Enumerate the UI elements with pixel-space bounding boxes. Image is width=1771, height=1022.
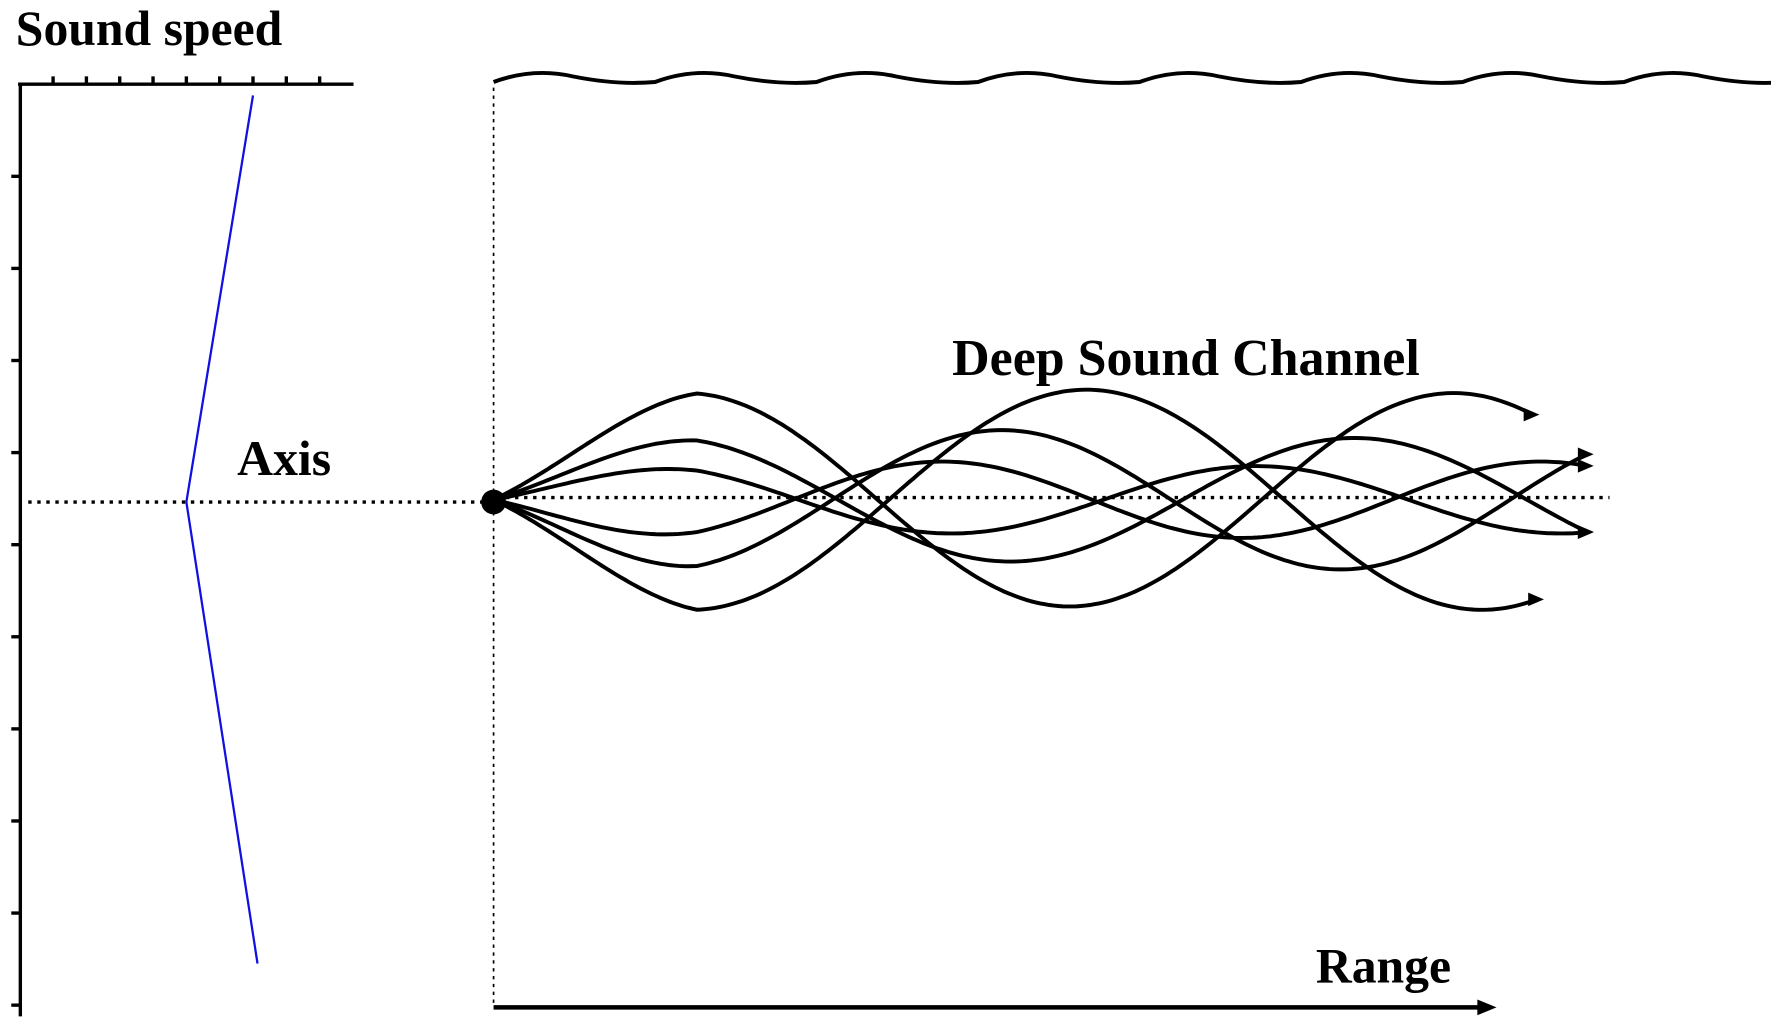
ray-arrowhead [1523,407,1540,422]
channel-label: Deep Sound Channel [952,330,1420,387]
ray [492,387,1538,612]
axis-label: Axis [237,431,331,486]
ray-arrowhead [1577,447,1594,462]
sea-surface [492,70,1771,85]
speed-profile [185,95,259,964]
speed-axes [11,76,354,1017]
ray-arrowhead [1577,459,1594,473]
rays [492,387,1594,612]
ray [493,459,1588,540]
range-label: Range [1316,939,1451,994]
ray-arrowhead [1577,525,1594,539]
sound-speed-label: Sound speed [16,1,283,56]
ray [493,464,1588,536]
ray [492,428,1588,572]
ray [492,436,1588,564]
ray-arrowhead [1528,592,1544,607]
range-arrowhead [1477,999,1497,1016]
ray [492,391,1534,609]
